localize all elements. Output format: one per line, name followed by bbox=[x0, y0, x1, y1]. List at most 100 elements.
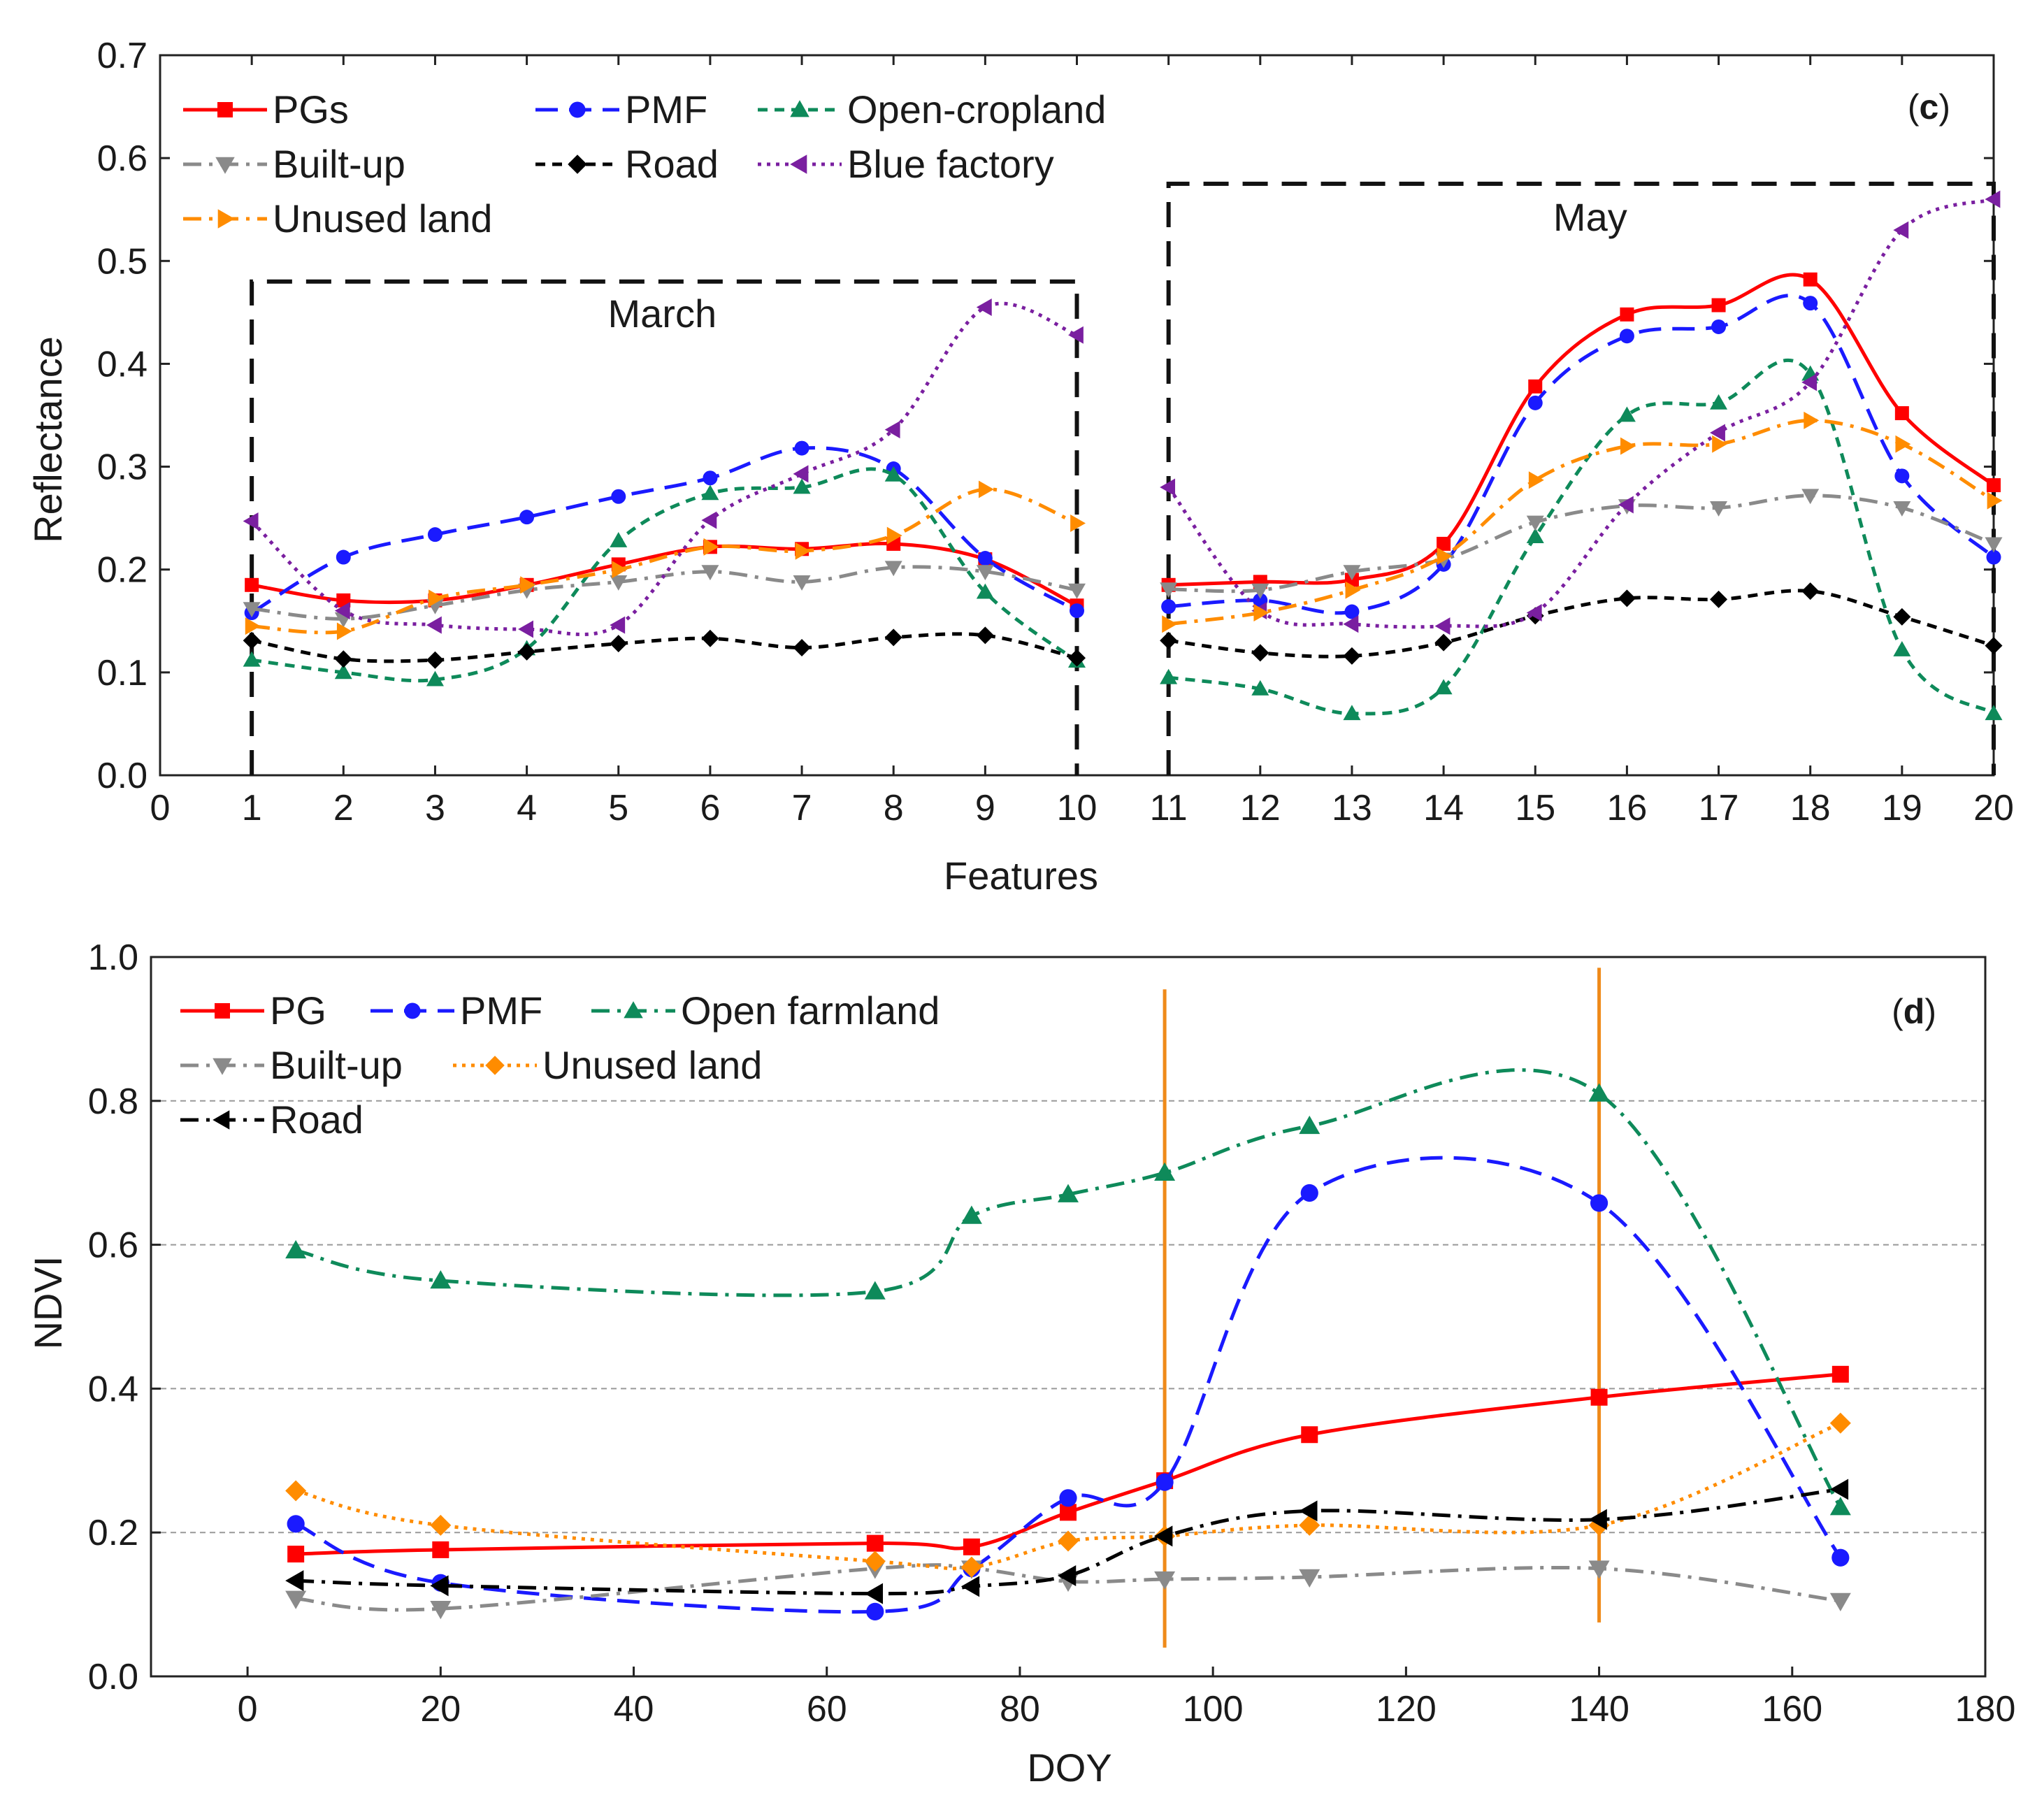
legend-item-d-open-marker bbox=[624, 1001, 643, 1019]
x-tick-label-c: 8 bbox=[884, 788, 904, 828]
data-point-c bbox=[1711, 319, 1727, 334]
data-point-d bbox=[285, 1239, 307, 1259]
x-tick-label-c: 1 bbox=[242, 788, 262, 828]
data-point-c bbox=[1345, 581, 1361, 599]
data-point-d bbox=[285, 1480, 307, 1502]
panel-tag-d: (d) bbox=[1892, 992, 1936, 1031]
data-point-c bbox=[976, 626, 994, 645]
data-point-c bbox=[243, 651, 261, 667]
data-point-c bbox=[1893, 221, 1909, 239]
data-point-c bbox=[426, 651, 444, 669]
month-box-march bbox=[250, 279, 1079, 775]
data-point-c bbox=[1160, 478, 1176, 496]
data-point-c bbox=[701, 484, 719, 501]
data-point-c bbox=[243, 512, 259, 531]
legend-item-c-built-label: Built-up bbox=[273, 142, 405, 186]
y-tick-label-d: 0.2 bbox=[88, 1513, 138, 1553]
data-point-d bbox=[960, 1576, 980, 1597]
y-tick-label-c: 0.4 bbox=[97, 344, 147, 384]
y-axis-title-d: NDVI bbox=[26, 1256, 70, 1350]
series-line-d bbox=[296, 1488, 1841, 1596]
data-point-d bbox=[1058, 1530, 1079, 1552]
data-point-d bbox=[864, 1551, 886, 1572]
data-point-d bbox=[1829, 1412, 1851, 1434]
legend-item-c-pmf-label: PMF bbox=[625, 87, 707, 131]
x-axis-title-c: Features bbox=[944, 854, 1098, 898]
legend-item-c-pg-label: PGs bbox=[273, 87, 349, 131]
data-point-c bbox=[611, 489, 626, 504]
data-point-c bbox=[1618, 589, 1636, 607]
data-point-d bbox=[285, 1570, 304, 1592]
legend-item-d-road-marker bbox=[213, 1110, 230, 1130]
data-point-d bbox=[963, 1538, 980, 1555]
y-tick-label-c: 0.7 bbox=[97, 36, 147, 76]
data-point-c bbox=[1712, 435, 1728, 453]
series-line-c bbox=[1168, 418, 1995, 626]
data-point-d bbox=[866, 1602, 884, 1620]
data-point-c bbox=[1801, 373, 1818, 391]
data-point-c bbox=[520, 576, 536, 594]
data-point-c bbox=[427, 527, 442, 542]
x-tick-label-c: 13 bbox=[1332, 788, 1372, 828]
data-point-c bbox=[1894, 468, 1910, 484]
data-point-d bbox=[960, 1556, 982, 1578]
data-point-c bbox=[1070, 515, 1086, 532]
data-point-c bbox=[1893, 640, 1911, 656]
data-point-d bbox=[430, 1575, 449, 1597]
data-point-c bbox=[977, 551, 993, 566]
legend-item-c-road-marker bbox=[568, 154, 587, 174]
x-tick-label-c: 12 bbox=[1240, 788, 1281, 828]
plot-frame-d bbox=[150, 956, 1987, 1678]
data-point-d bbox=[1299, 1115, 1320, 1135]
data-point-d bbox=[287, 1546, 305, 1563]
x-tick-label-c: 11 bbox=[1150, 788, 1188, 828]
data-point-c bbox=[1987, 491, 2003, 510]
data-point-c bbox=[610, 532, 628, 547]
data-point-c bbox=[1068, 583, 1086, 599]
data-point-c bbox=[1434, 617, 1451, 635]
data-point-c bbox=[1160, 668, 1178, 684]
series-d-open bbox=[285, 1068, 1851, 1516]
data-point-c bbox=[1987, 478, 2001, 493]
data-point-d bbox=[1829, 1479, 1849, 1500]
data-point-d bbox=[1299, 1514, 1320, 1536]
data-point-c bbox=[793, 465, 809, 483]
data-point-d bbox=[1058, 1184, 1079, 1202]
legend-item-d-road-label: Road bbox=[270, 1098, 364, 1142]
y-tick-label-c: 0.0 bbox=[97, 756, 147, 796]
data-point-c bbox=[243, 631, 261, 649]
legend-item-d-pmf-label: PMF bbox=[460, 988, 542, 1033]
y-tick-label-d: 0.4 bbox=[88, 1369, 138, 1409]
series-line-c bbox=[1167, 197, 1994, 629]
x-tick-label-d: 0 bbox=[238, 1689, 258, 1729]
data-point-d bbox=[1300, 1184, 1318, 1202]
x-tick-label-c: 15 bbox=[1515, 788, 1555, 828]
data-point-c bbox=[1620, 437, 1636, 455]
y-tick-label-c: 0.2 bbox=[97, 550, 147, 591]
data-point-c bbox=[701, 511, 717, 529]
legend-item-d-pmf-marker bbox=[404, 1002, 421, 1019]
x-tick-label-c: 19 bbox=[1882, 788, 1922, 828]
panel-tag-c: (c) bbox=[1908, 87, 1950, 127]
data-point-c bbox=[429, 589, 444, 607]
legend-item-c-unused-label: Unused land bbox=[273, 196, 492, 240]
data-point-d bbox=[432, 1541, 449, 1558]
annotation-march: March bbox=[608, 292, 717, 336]
data-point-c bbox=[1620, 307, 1634, 322]
x-tick-label-c: 5 bbox=[608, 788, 628, 828]
data-point-c bbox=[1986, 549, 2001, 565]
data-point-c bbox=[1618, 496, 1634, 514]
data-point-c bbox=[1710, 424, 1725, 442]
data-point-d bbox=[1590, 1388, 1608, 1406]
legend-item-d-unused-marker bbox=[485, 1056, 505, 1075]
data-point-c bbox=[1804, 411, 1820, 429]
data-point-c bbox=[1253, 604, 1269, 622]
data-point-c bbox=[336, 549, 351, 565]
y-tick-label-c: 0.6 bbox=[97, 138, 147, 179]
series-line-c bbox=[1168, 494, 1994, 594]
data-point-c bbox=[1893, 607, 1911, 626]
data-point-c bbox=[1985, 637, 2003, 655]
series-d-unused bbox=[285, 1412, 1851, 1578]
series-c-unused bbox=[245, 411, 2003, 640]
x-tick-label-c: 0 bbox=[150, 788, 171, 828]
